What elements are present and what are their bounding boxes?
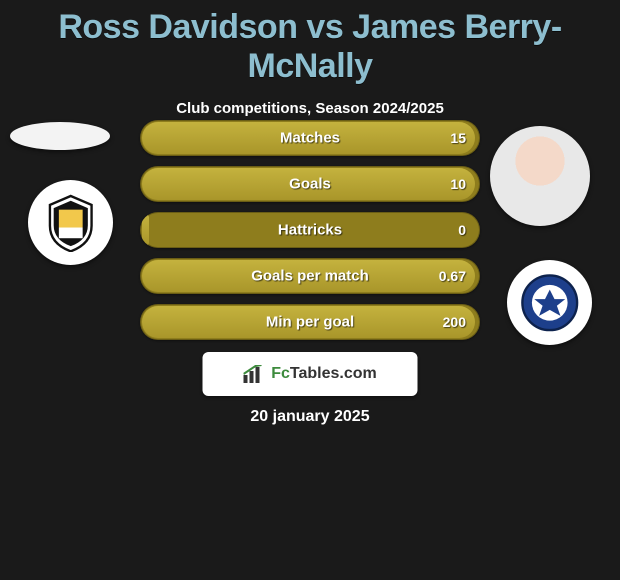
stat-row: Hattricks 0 (140, 212, 480, 248)
port-vale-crest (28, 180, 113, 265)
stat-label: Goals per match (251, 268, 369, 285)
stat-row: Min per goal 200 (140, 304, 480, 340)
date-label: 20 january 2025 (250, 408, 369, 426)
comparison-card: Ross Davidson vs James Berry-McNally Clu… (0, 0, 620, 580)
stat-label: Min per goal (266, 314, 354, 331)
brand-badge[interactable]: FcTables.com (203, 352, 418, 396)
stat-label: Hattricks (278, 222, 342, 239)
stat-label: Matches (280, 130, 340, 147)
stat-value: 0 (458, 222, 466, 238)
subtitle: Club competitions, Season 2024/2025 (0, 100, 620, 117)
club-crest-icon (520, 273, 580, 333)
page-title: Ross Davidson vs James Berry-McNally (0, 0, 620, 86)
stat-row: Goals per match 0.67 (140, 258, 480, 294)
ross-davidson-avatar (10, 122, 110, 150)
stat-row: Matches 15 (140, 120, 480, 156)
chesterfield-crest (507, 260, 592, 345)
stat-value: 0.67 (439, 268, 466, 284)
brand-suffix: Tables.com (290, 365, 377, 382)
shield-icon (41, 193, 101, 253)
stat-row: Goals 10 (140, 166, 480, 202)
brand-text: FcTables.com (271, 365, 377, 383)
stat-value: 15 (450, 130, 466, 146)
bar-chart-icon (243, 365, 265, 383)
brand-prefix: Fc (271, 365, 290, 382)
stat-value: 10 (450, 176, 466, 192)
james-berry-mcnally-avatar (490, 126, 590, 226)
stat-label: Goals (289, 176, 331, 193)
stat-fill (142, 214, 149, 246)
stat-value: 200 (443, 314, 466, 330)
stats-rows: Matches 15 Goals 10 Hattricks 0 Goals pe… (140, 120, 480, 350)
